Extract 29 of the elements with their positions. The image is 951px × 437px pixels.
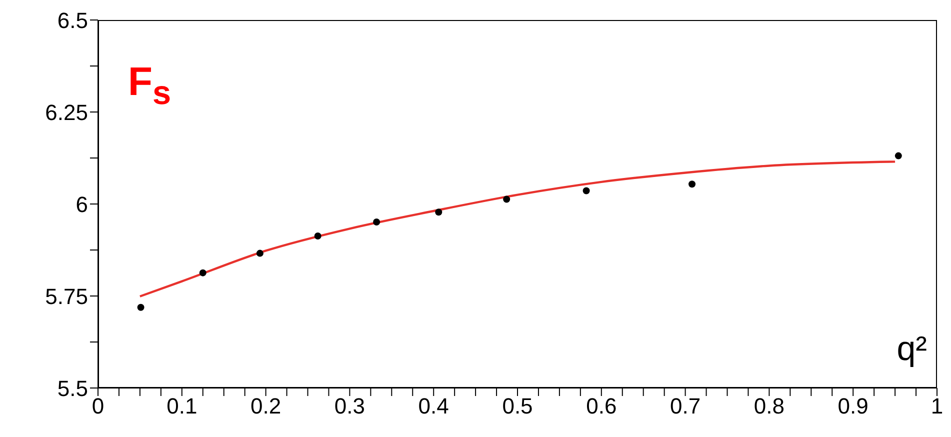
point <box>373 218 380 226</box>
x-tick-label: 0.8 <box>754 394 784 419</box>
point <box>137 304 144 311</box>
y-tick-label: 6.25 <box>45 100 88 125</box>
point <box>314 232 322 240</box>
point <box>199 269 206 276</box>
x-tick-label: 0.4 <box>418 394 449 419</box>
x-tick-label: 0.6 <box>586 394 617 419</box>
point <box>582 187 590 194</box>
y-tick-label: 5.75 <box>45 284 88 309</box>
text: F$_{s}$ <box>128 60 171 113</box>
y-tick-label: 6 <box>76 192 88 217</box>
y-tick-label: 5.5 <box>57 376 88 401</box>
x-tick-label: 0.5 <box>502 394 533 419</box>
x-tick-label: 0 <box>92 394 104 419</box>
x-tick-label: 0.3 <box>334 394 365 419</box>
point <box>503 196 510 203</box>
line-series <box>138 160 896 298</box>
x-tick-label: 0.7 <box>670 394 701 419</box>
point <box>894 152 902 160</box>
x-tick-label: 0.2 <box>250 394 282 419</box>
x-axis-title: q² <box>896 330 927 369</box>
y-tick-label: 6.5 <box>57 8 88 33</box>
point <box>435 208 442 216</box>
x-tick-label: 0.9 <box>838 394 868 419</box>
x-tick-label: 0.1 <box>166 394 198 419</box>
point <box>256 250 264 257</box>
x-tick-label: 1 <box>930 394 944 419</box>
point <box>688 180 696 188</box>
